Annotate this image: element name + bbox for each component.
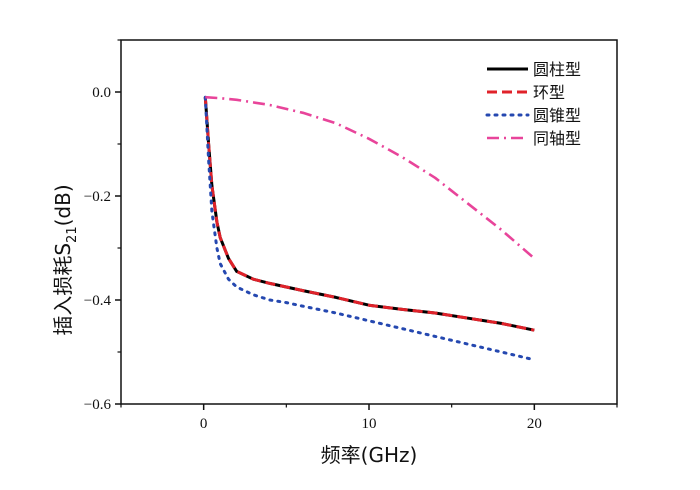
- series-layer: [203, 95, 536, 362]
- y-axis-title-subscript: 21: [65, 226, 80, 243]
- axis-ticks: 0 10 20 0.0 −0.2 −0.4 −0.6: [84, 39, 618, 432]
- y-axis-title-unit: (dB): [51, 184, 75, 226]
- x-tick-label: 10: [362, 416, 377, 432]
- legend-label-4: 同轴型: [533, 129, 581, 148]
- y-tick-label: −0.4: [84, 293, 112, 309]
- x-tick-label: 0: [200, 416, 208, 432]
- y-tick-label: −0.2: [84, 189, 111, 205]
- y-axis-title-main: 插入损耗S: [51, 243, 75, 336]
- y-tick-label: −0.6: [84, 397, 112, 413]
- x-tick-label: 20: [527, 416, 542, 432]
- legend-label-2: 环型: [533, 83, 565, 102]
- legend-label-1: 圆柱型: [533, 60, 581, 79]
- legend-label-3: 圆锥型: [533, 106, 581, 125]
- x-axis-title: 频率(GHz): [321, 443, 418, 467]
- series-line-3: [203, 95, 536, 362]
- series-line-4: [205, 95, 536, 260]
- y-axis-title: 插入损耗S21(dB): [51, 184, 80, 335]
- series-line-1: [203, 97, 535, 332]
- y-tick-label: 0.0: [92, 85, 111, 101]
